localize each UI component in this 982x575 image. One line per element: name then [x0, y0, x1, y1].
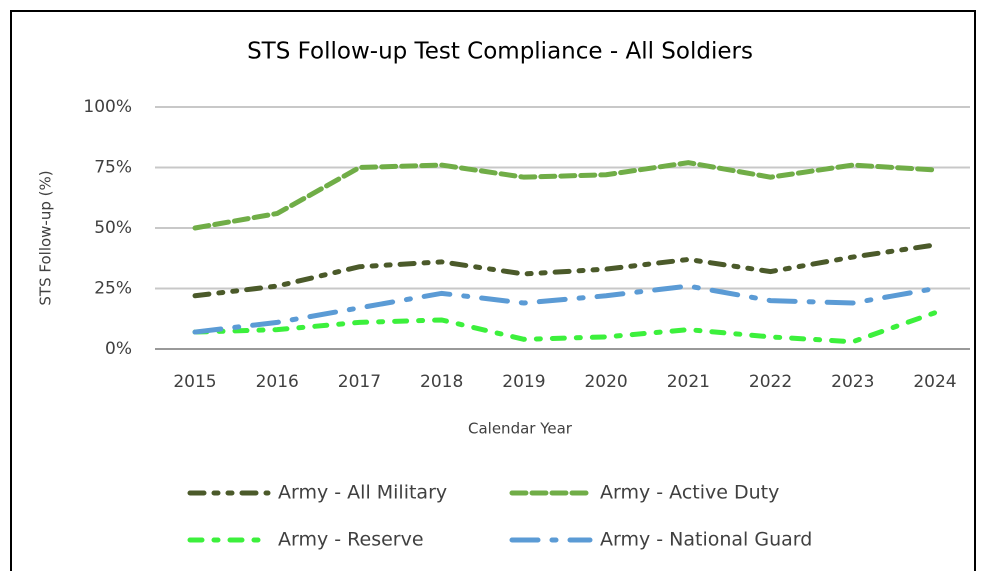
legend-label: Army - National Guard [600, 529, 812, 551]
series-line [192, 283, 938, 335]
series-line [192, 242, 938, 299]
series-line [192, 310, 938, 345]
y-tick-label: 25% [94, 279, 132, 299]
x-tick-label: 2017 [338, 372, 381, 392]
x-tick-label: 2016 [256, 372, 299, 392]
x-tick-label: 2020 [584, 372, 627, 392]
series-line [192, 160, 938, 231]
y-tick-label: 75% [94, 158, 132, 178]
x-tick-label: 2018 [420, 372, 463, 392]
x-axis-title: Calendar Year [468, 420, 573, 438]
x-tick-label: 2023 [831, 372, 874, 392]
chart-title: STS Follow-up Test Compliance - All Sold… [247, 39, 753, 65]
legend-label: Army - All Military [278, 482, 447, 504]
x-tick-label: 2021 [667, 372, 710, 392]
legend-label: Army - Reserve [278, 529, 424, 551]
x-tick-label: 2024 [913, 372, 956, 392]
y-tick-label: 100% [83, 97, 132, 117]
legend-label: Army - Active Duty [600, 482, 779, 504]
x-tick-label: 2015 [173, 372, 216, 392]
y-tick-label: 50% [94, 218, 132, 238]
x-tick-label: 2019 [502, 372, 545, 392]
y-axis-title: STS Follow-up (%) [37, 170, 55, 305]
x-tick-label: 2022 [749, 372, 792, 392]
frame [10, 10, 976, 575]
y-tick-label: 0% [105, 339, 132, 359]
